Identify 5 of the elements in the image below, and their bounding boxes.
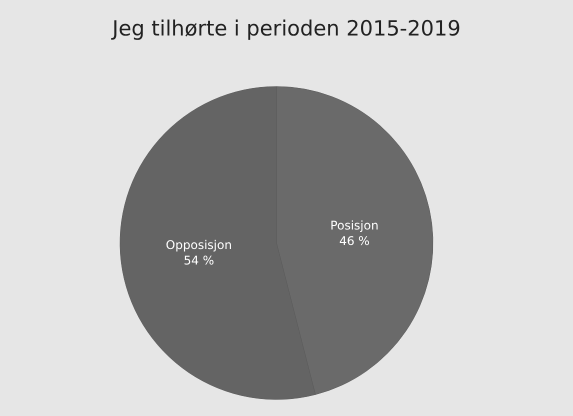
slice-label: Posisjon <box>330 218 379 232</box>
data-label: 46 % <box>339 234 370 248</box>
data-label: 54 % <box>184 254 214 268</box>
chart-title: Jeg tilhørte i perioden 2015-2019 <box>110 16 461 40</box>
slice-label: Opposisjon <box>166 238 232 252</box>
